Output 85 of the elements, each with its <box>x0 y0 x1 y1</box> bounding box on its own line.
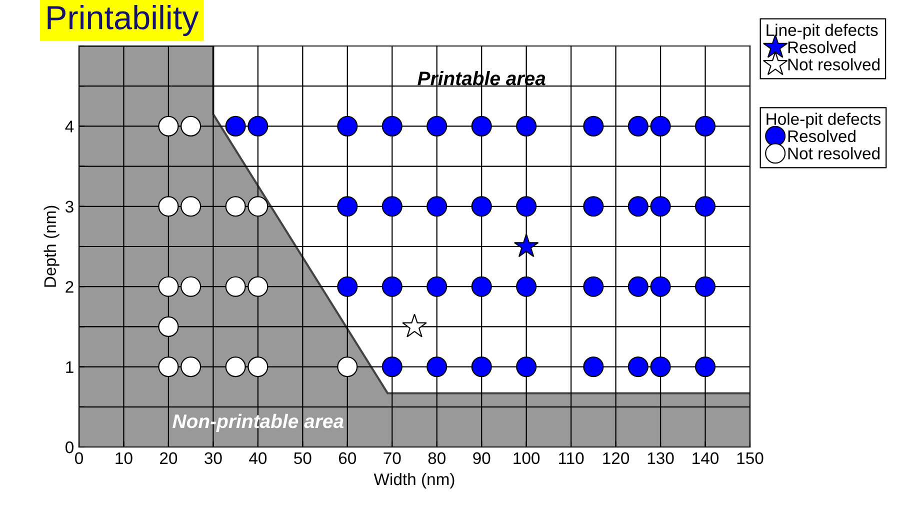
point <box>337 356 358 378</box>
point <box>248 356 268 378</box>
point <box>650 116 671 136</box>
point <box>694 116 716 136</box>
point <box>471 276 492 297</box>
point <box>583 196 604 217</box>
y-tick-label: 0 <box>66 441 74 454</box>
y-tick-label: 4 <box>65 120 74 132</box>
x-tick-label: 60 <box>338 452 356 464</box>
point <box>225 276 246 297</box>
chart-title: Printability <box>48 5 199 36</box>
point <box>158 196 179 217</box>
y-axis-title: Depth (nm) <box>44 206 60 287</box>
point <box>514 233 539 258</box>
point <box>337 116 358 136</box>
x-tick-label: 100 <box>514 452 540 464</box>
point <box>337 196 358 217</box>
point <box>337 276 358 297</box>
x-tick-label: 120 <box>603 452 630 464</box>
text: Hole-pit defects <box>766 112 881 128</box>
point <box>628 276 648 297</box>
point <box>158 276 179 297</box>
point <box>382 356 402 378</box>
x-tick-label: 110 <box>559 452 584 464</box>
x-tick-label: 0 <box>75 452 83 464</box>
point <box>382 276 402 297</box>
point <box>426 276 448 297</box>
point <box>516 356 537 378</box>
point <box>180 276 202 297</box>
point <box>180 196 202 217</box>
y-tick-label: 2 <box>66 281 74 293</box>
point <box>694 356 716 378</box>
legend-label: Not resolved <box>788 58 880 70</box>
point <box>694 196 716 217</box>
point <box>628 196 648 217</box>
point <box>158 116 179 136</box>
point <box>225 116 246 136</box>
point <box>516 116 537 136</box>
point <box>158 356 179 378</box>
point <box>516 196 537 217</box>
point <box>516 276 537 297</box>
point <box>583 356 604 378</box>
point <box>180 116 202 136</box>
point <box>248 276 268 297</box>
x-tick-label: 80 <box>428 452 446 464</box>
legend-label: Resolved <box>788 130 856 142</box>
point <box>248 196 268 217</box>
x-tick-label: 10 <box>116 452 132 464</box>
legend-label: Not resolved <box>788 147 880 160</box>
point <box>471 356 492 378</box>
x-tick-label: 70 <box>384 452 401 464</box>
x-tick-label: 140 <box>692 452 719 464</box>
point <box>694 276 716 297</box>
x-tick-label: 40 <box>249 452 267 464</box>
legend-label: Resolved <box>788 40 856 54</box>
point <box>402 314 427 338</box>
point <box>382 196 402 217</box>
point <box>180 356 202 378</box>
text: Line-pit defects <box>766 24 878 40</box>
x-tick-label: 130 <box>648 452 674 464</box>
x-tick-label: 150 <box>737 452 764 464</box>
point <box>650 276 671 297</box>
point <box>426 116 448 136</box>
x-axis-title: Width (nm) <box>374 472 454 488</box>
point <box>225 196 246 217</box>
x-tick-label: 50 <box>294 452 312 464</box>
y-tick-label: 3 <box>66 200 74 213</box>
point <box>583 116 604 136</box>
point <box>382 116 402 136</box>
point <box>248 116 268 136</box>
point <box>471 116 492 136</box>
point <box>583 276 604 297</box>
point <box>225 356 246 378</box>
x-tick-label: 30 <box>204 452 222 464</box>
x-tick-label: 90 <box>473 452 490 464</box>
point <box>158 316 179 337</box>
point <box>471 196 492 217</box>
y-tick-label: 1 <box>66 361 74 373</box>
point <box>628 116 648 136</box>
point <box>426 356 448 378</box>
point <box>650 356 671 378</box>
point <box>628 356 648 378</box>
point <box>650 196 671 217</box>
x-tick-label: 20 <box>160 452 178 464</box>
point <box>426 196 448 217</box>
